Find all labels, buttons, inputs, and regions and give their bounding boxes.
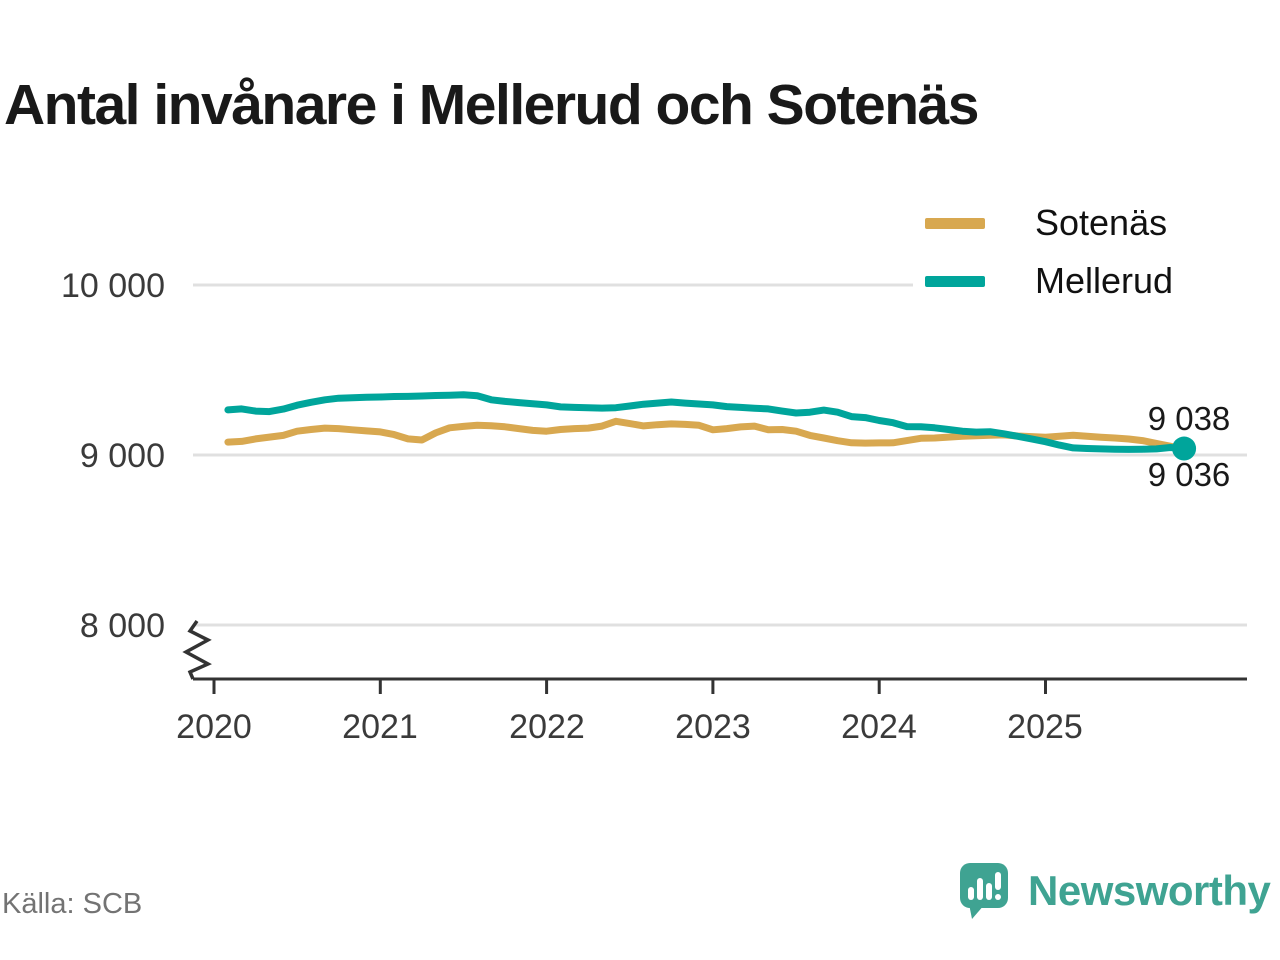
x-tick-label-2020: 2020 <box>176 708 252 746</box>
line-mellerud <box>224 391 1188 453</box>
end-value-label-mellerud: 9 038 <box>1147 400 1231 437</box>
legend-item-sotenas: Sotenäs <box>925 202 1247 244</box>
y-tick-label-10000: 10 000 <box>61 267 165 305</box>
newsworthy-logo-icon <box>960 863 1008 919</box>
newsworthy-branding: Newsworthy <box>958 862 1271 920</box>
end-value-label-sotenas: 9 036 <box>1147 456 1231 493</box>
legend-item-mellerud: Mellerud <box>925 260 1247 302</box>
x-tick-label-2025: 2025 <box>1007 708 1083 746</box>
x-tick-label-2023: 2023 <box>675 708 751 746</box>
x-tick-label-2022: 2022 <box>509 708 585 746</box>
axis-break-mark <box>182 619 212 680</box>
y-tick-label-9000: 9 000 <box>79 437 165 475</box>
line-sotens <box>224 417 1188 453</box>
legend-label-sotenas: Sotenäs <box>1035 202 1168 243</box>
newsworthy-wordmark: Newsworthy <box>1028 867 1271 914</box>
legend-label-mellerud: Mellerud <box>1035 260 1174 301</box>
y-tick-label-8000: 8 000 <box>79 607 165 645</box>
page-title: Antal invånare i Mellerud och Sotenäs <box>4 73 979 138</box>
source-note: Källa: SCB <box>2 888 143 920</box>
sotenas-line-swatch <box>925 217 985 229</box>
x-tick-label-2024: 2024 <box>841 708 917 746</box>
mellerud-line-swatch <box>925 275 985 287</box>
legend: Sotenäs Mellerud <box>913 194 1247 310</box>
latest-value-dot <box>1172 436 1197 461</box>
x-tick-label-2021: 2021 <box>342 708 418 746</box>
